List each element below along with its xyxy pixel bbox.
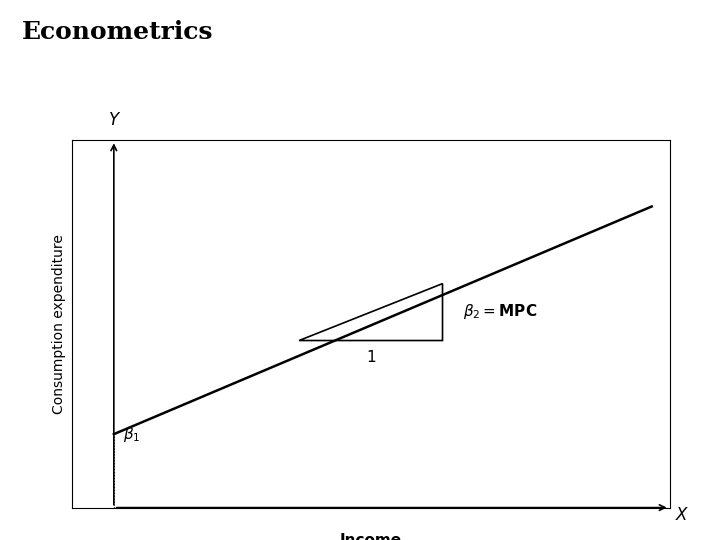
- Text: X: X: [675, 506, 687, 524]
- Text: 1: 1: [366, 350, 376, 364]
- Text: Econometrics: Econometrics: [22, 19, 213, 44]
- Text: $\beta_2 = \mathbf{MPC}$: $\beta_2 = \mathbf{MPC}$: [464, 302, 538, 321]
- Text: $\beta_1$: $\beta_1$: [123, 424, 140, 444]
- Text: Y: Y: [109, 111, 119, 130]
- Text: •  Geometrically, Figure 1.: • Geometrically, Figure 1.: [22, 102, 310, 120]
- Text: Consumption expenditure: Consumption expenditure: [52, 234, 66, 414]
- Text: Income: Income: [340, 534, 402, 540]
